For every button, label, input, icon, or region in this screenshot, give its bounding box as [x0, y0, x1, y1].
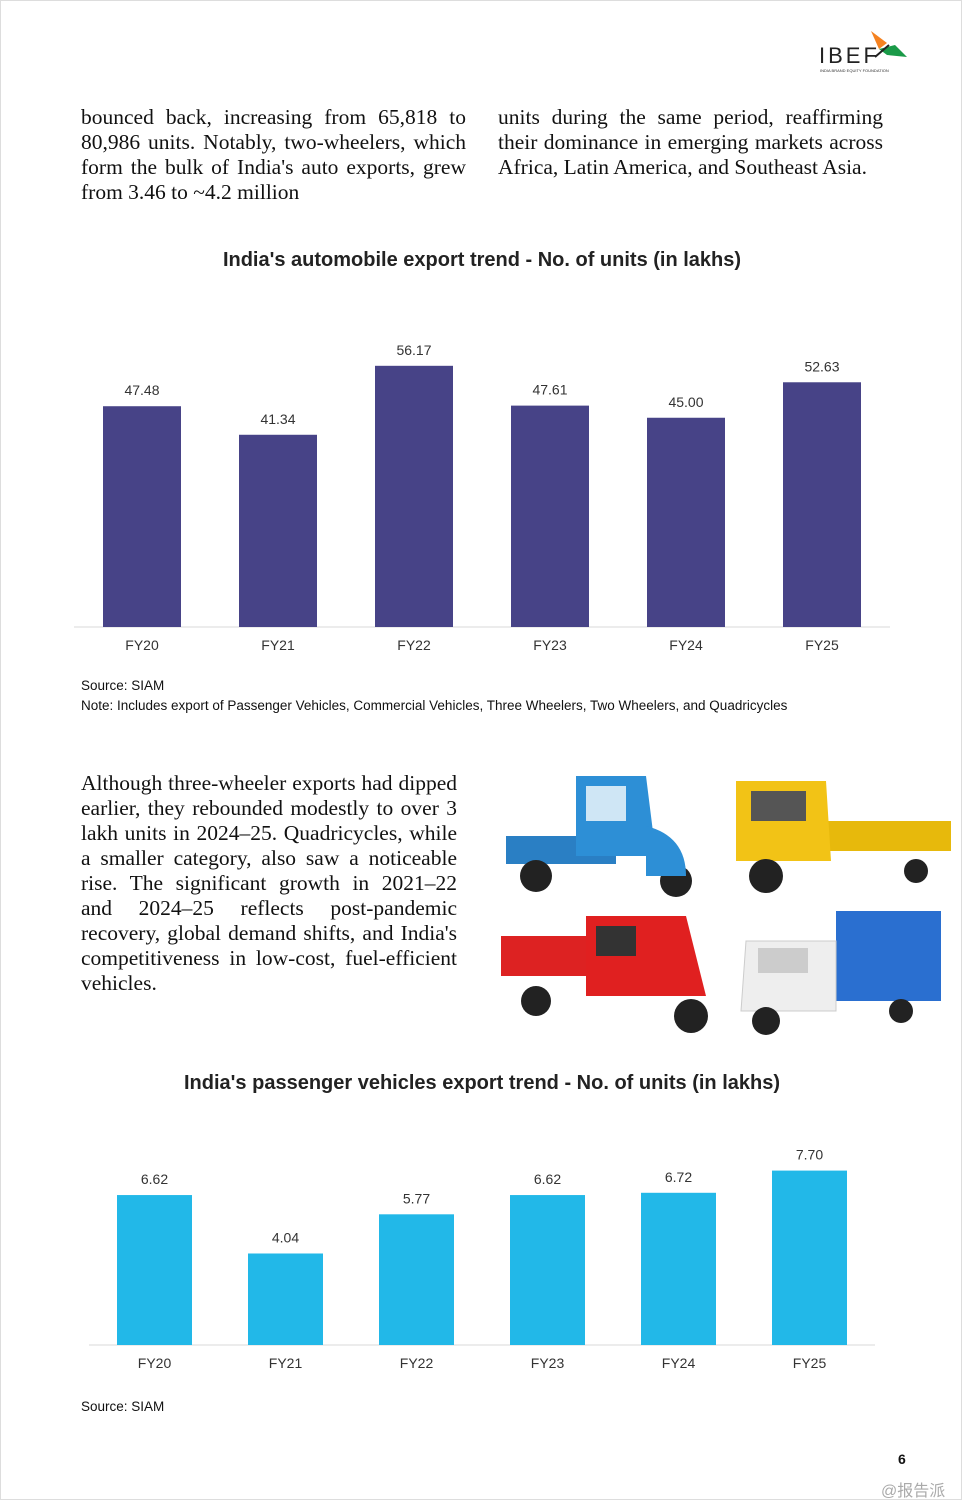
page-number: 6	[898, 1451, 906, 1467]
three-wheeler-paragraph: Although three-wheeler exports had dippe…	[81, 771, 457, 995]
passenger-vehicle-export-chart: 6.62 FY20 4.04 FY21 5.77 FY22 6.62 FY23 6.72 FY24…	[89, 1147, 875, 1371]
data-label: 45.00	[668, 394, 703, 410]
ibef-logo: IBEF INDIA BRAND EQUITY FOUNDATION	[817, 29, 913, 77]
x-tick-label: FY23	[531, 1355, 565, 1371]
data-label: 5.77	[403, 1190, 430, 1206]
blue-white-delivery-three-wheeler-image	[740, 911, 941, 1035]
bar-fy20	[103, 406, 181, 627]
data-label: 56.17	[396, 342, 431, 358]
ibef-bird-icon	[871, 31, 907, 58]
x-tick-label: FY25	[793, 1355, 827, 1371]
red-cargo-three-wheeler-image	[501, 916, 708, 1033]
x-tick-label: FY22	[397, 637, 431, 653]
chart2-source: Source: SIAM	[81, 1399, 165, 1414]
logo-tagline: INDIA BRAND EQUITY FOUNDATION	[820, 68, 889, 73]
chart1-note: Note: Includes export of Passenger Vehic…	[81, 698, 788, 713]
x-tick-label: FY24	[662, 1355, 696, 1371]
data-label: 7.70	[796, 1147, 823, 1163]
bar-fy25	[772, 1170, 847, 1345]
intro-right-text: units during the same period, reaffirmin…	[498, 105, 883, 179]
watermark: @报告派	[881, 1483, 946, 1500]
x-tick-label: FY22	[400, 1355, 434, 1371]
chart1-title: India's automobile export trend - No. of…	[222, 249, 742, 271]
bar-fy21	[239, 434, 317, 627]
blue-cargo-three-wheeler-image	[506, 776, 692, 897]
x-tick-label: FY20	[125, 637, 159, 653]
data-label: 6.62	[534, 1171, 561, 1187]
data-label: 41.34	[260, 411, 295, 427]
data-label: 6.72	[665, 1169, 692, 1185]
bar-fy21	[248, 1253, 323, 1345]
bar-fy20	[117, 1195, 192, 1345]
logo-text: IBEF	[819, 43, 880, 68]
automobile-export-chart: 47.48 FY20 41.34 FY21 56.17 FY22 47.61 FY23 45.0…	[74, 342, 890, 653]
bar-fy23	[511, 405, 589, 627]
x-tick-label: FY23	[533, 637, 567, 653]
chart1-source: Source: SIAM	[81, 678, 165, 693]
bar-fy25	[783, 382, 861, 627]
x-tick-label: FY20	[138, 1355, 172, 1371]
bar-fy22	[379, 1214, 454, 1345]
bar-fy22	[375, 365, 453, 627]
data-label: 47.48	[124, 382, 159, 398]
x-tick-label: FY21	[261, 637, 295, 653]
bar-fy24	[647, 417, 725, 627]
x-tick-label: FY24	[669, 637, 703, 653]
x-tick-label: FY21	[269, 1355, 303, 1371]
data-label: 6.62	[141, 1171, 168, 1187]
x-tick-label: FY25	[805, 637, 839, 653]
data-label: 52.63	[804, 358, 839, 374]
data-label: 47.61	[532, 382, 567, 398]
chart2-title: India's passenger vehicles export trend …	[184, 1072, 780, 1094]
bar-fy24	[641, 1192, 716, 1345]
intro-left-text: bounced back, increasing from 65,818 to …	[81, 105, 466, 204]
yellow-cargo-three-wheeler-image	[736, 781, 951, 893]
bar-fy23	[510, 1195, 585, 1345]
three-wheeler-photos	[501, 776, 951, 1035]
data-label: 4.04	[272, 1229, 299, 1245]
